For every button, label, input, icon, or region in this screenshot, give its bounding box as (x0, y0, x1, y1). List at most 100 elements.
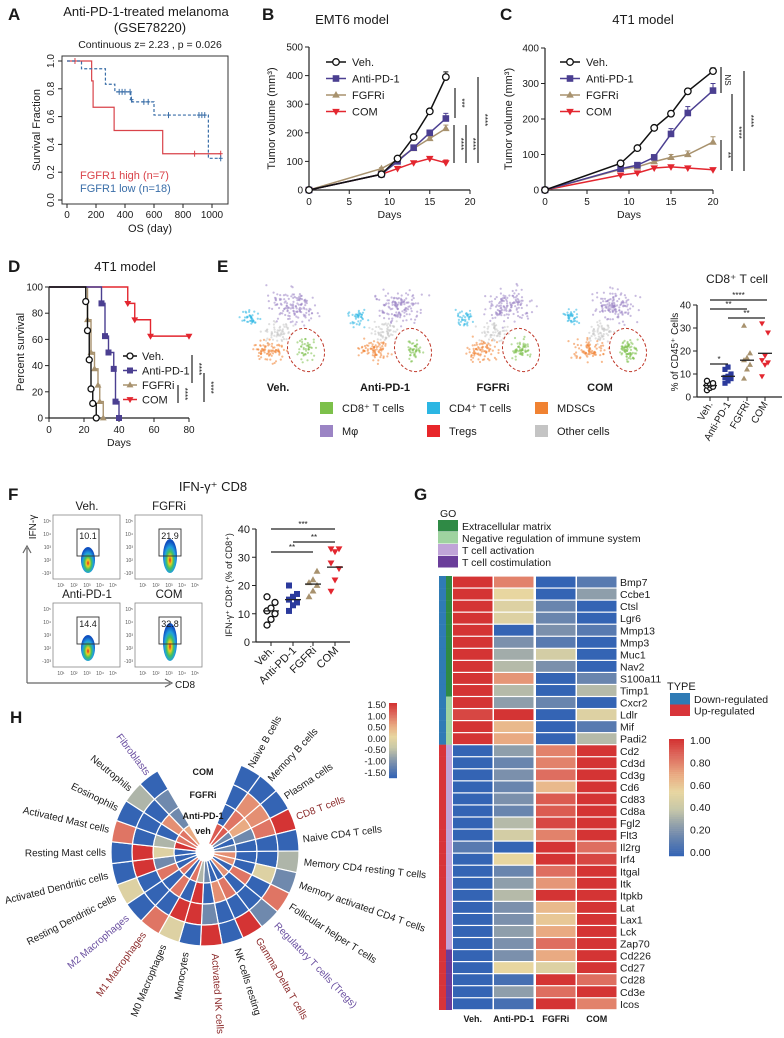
tsne-point (418, 351, 421, 354)
tsne-point (306, 341, 309, 345)
tsne-point (491, 349, 494, 352)
tsne-point (374, 294, 377, 297)
data-point (709, 67, 717, 76)
colorbar-segment (669, 824, 684, 827)
tsne-point (574, 354, 577, 357)
tsne-point (497, 351, 500, 354)
tsne-point (505, 306, 508, 309)
heatmap-cell (453, 588, 493, 600)
tsne-point (306, 351, 309, 354)
y-tick-label: 0 (685, 393, 691, 404)
data-point (541, 186, 549, 194)
tsne-point (636, 338, 639, 341)
legend-marker (332, 108, 340, 116)
colorbar-segment (669, 807, 684, 810)
tsne-point (305, 308, 308, 311)
tsne-point (470, 358, 473, 361)
heatmap-cell (536, 998, 576, 1010)
tsne-point (589, 339, 592, 342)
tsne-point (311, 358, 314, 361)
tsne-point (484, 345, 487, 348)
tsne-point (474, 325, 477, 328)
colorbar-segment (669, 828, 684, 831)
tsne-point (511, 294, 515, 297)
tsne-point (270, 336, 273, 339)
tsne-point (497, 313, 501, 316)
colorbar-segment (389, 737, 397, 740)
tsne-point (308, 313, 311, 316)
tsne-point (400, 294, 403, 297)
tsne-point (297, 316, 300, 319)
tsne-point (391, 317, 394, 320)
type-annotation-cell (439, 624, 446, 637)
tsne-point (632, 357, 635, 360)
tsne-point (417, 302, 420, 305)
heatmap-cell (453, 817, 493, 829)
tsne-point (470, 354, 473, 357)
tsne-point (599, 354, 602, 357)
tsne-point (526, 343, 529, 346)
tsne-point (498, 340, 501, 343)
tsne-point (265, 339, 268, 342)
legend-swatch (320, 425, 333, 437)
cd8-cluster-outline (501, 327, 541, 373)
tsne-point (250, 317, 253, 320)
gene-label: Lgr6 (620, 613, 641, 625)
tsne-point (514, 355, 517, 358)
tsne-point (527, 349, 530, 352)
tsne-point (498, 335, 501, 338)
heatmap-cell (577, 624, 617, 636)
heatmap-cell (577, 697, 617, 708)
tsne-point (298, 351, 301, 354)
data-point (185, 333, 193, 340)
radial-heatmap-cell (199, 923, 223, 947)
tsne-point (348, 311, 351, 314)
tsne-point (621, 345, 624, 348)
go-legend-swatch (438, 520, 458, 532)
tsne-point (524, 344, 527, 347)
type-annotation-cell (439, 973, 446, 986)
tsne-point (272, 346, 275, 349)
tsne-point (270, 345, 273, 348)
data-point (99, 414, 107, 421)
tsne-point (405, 313, 408, 316)
heatmap-cell (577, 685, 617, 696)
legend-entry: FGFRi (586, 90, 618, 102)
tsne-point (508, 301, 512, 304)
gene-label: Cd28 (620, 975, 645, 987)
heatmap-cell (536, 673, 576, 684)
y-tick-label: 1.0 (46, 54, 57, 68)
tsne-point (468, 351, 471, 354)
go-annotation-cell (446, 973, 452, 986)
tsne-point (305, 349, 308, 352)
tsne-point (293, 295, 296, 299)
tsne-point (295, 307, 298, 310)
tsne-point (587, 344, 590, 347)
tsne-point (374, 344, 377, 347)
y-tick-label: 20 (680, 347, 692, 358)
heatmap-cell (494, 636, 534, 648)
flow-y-tick-label: -10³ (124, 571, 133, 577)
significance-label: ** (723, 152, 732, 158)
tsne-point (276, 333, 279, 336)
type-annotation-cell (439, 696, 446, 709)
tsne-point (460, 318, 464, 321)
y-tick-label: 40 (32, 361, 44, 372)
tsne-point (637, 309, 640, 312)
heatmap-cell (494, 841, 534, 853)
tsne-point (405, 297, 408, 300)
y-tick-label: 60 (32, 335, 44, 346)
tsne-point (285, 338, 288, 341)
data-point (762, 362, 768, 368)
go-annotation-cell (446, 756, 452, 769)
heatmap-cell (494, 660, 534, 672)
heatmap-cell (536, 576, 576, 588)
data-point (744, 366, 750, 372)
tsne-point (578, 357, 582, 360)
tsne-point (618, 306, 621, 309)
data-point (105, 349, 112, 356)
tsne-point (271, 352, 275, 355)
tsne-point (271, 362, 274, 365)
heatmap-cell (453, 709, 493, 720)
tsne-point (487, 325, 490, 328)
